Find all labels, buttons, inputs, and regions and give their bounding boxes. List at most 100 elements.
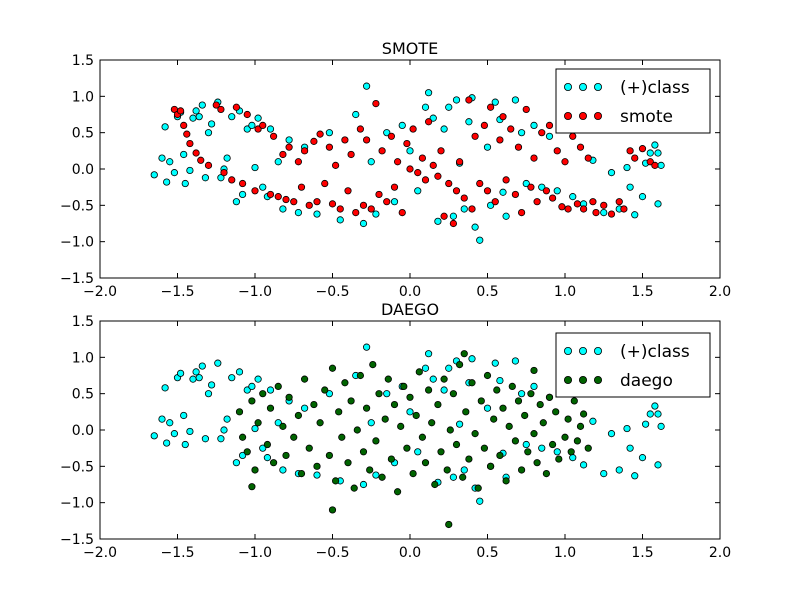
data-point xyxy=(180,150,188,159)
data-point xyxy=(530,366,538,375)
legend-label: daego xyxy=(620,371,673,391)
data-point xyxy=(400,382,408,390)
data-point xyxy=(445,179,453,188)
data-point xyxy=(538,129,546,137)
data-point xyxy=(646,149,654,157)
data-point xyxy=(638,145,647,153)
data-point xyxy=(491,98,499,106)
data-point xyxy=(429,375,437,383)
x-tick-label: −1.0 xyxy=(238,545,272,561)
data-point xyxy=(607,210,616,218)
data-point xyxy=(310,400,318,409)
data-point xyxy=(406,165,414,173)
data-point xyxy=(530,430,538,438)
data-point xyxy=(359,201,368,209)
data-point xyxy=(300,375,309,383)
data-point xyxy=(522,440,530,449)
data-point xyxy=(424,350,433,358)
data-point xyxy=(383,198,391,206)
data-point xyxy=(198,362,206,370)
data-point xyxy=(440,125,448,133)
data-point xyxy=(344,187,352,195)
data-point xyxy=(180,121,188,130)
data-point xyxy=(251,187,259,195)
data-point xyxy=(217,435,225,443)
data-point xyxy=(508,382,516,390)
data-point xyxy=(212,101,220,109)
data-point xyxy=(347,397,355,405)
data-point xyxy=(341,379,349,387)
data-point xyxy=(223,415,231,423)
data-point xyxy=(282,451,290,460)
data-point xyxy=(266,386,275,394)
data-point xyxy=(533,459,541,467)
data-point xyxy=(493,386,501,394)
data-point xyxy=(331,477,340,485)
x-tick-label: 2.0 xyxy=(709,284,731,300)
data-point xyxy=(316,130,324,138)
data-point xyxy=(170,169,178,177)
data-point xyxy=(449,390,457,398)
data-point xyxy=(347,150,355,159)
data-point xyxy=(414,448,422,456)
data-point xyxy=(166,158,174,166)
data-point xyxy=(220,169,228,177)
legend-marker xyxy=(579,112,588,121)
data-point xyxy=(274,158,282,166)
data-point xyxy=(406,408,414,416)
data-point xyxy=(445,520,453,529)
data-point xyxy=(239,190,247,199)
data-point xyxy=(483,187,492,195)
data-point xyxy=(445,364,453,372)
data-point xyxy=(362,404,371,412)
data-point xyxy=(321,386,329,394)
y-tick-label: 1.0 xyxy=(72,89,94,105)
data-point xyxy=(522,105,530,114)
data-point xyxy=(383,390,391,398)
data-point xyxy=(409,125,417,133)
data-point xyxy=(536,400,544,409)
data-point xyxy=(259,444,267,452)
data-point xyxy=(452,96,461,104)
data-point xyxy=(350,484,358,492)
y-tick-label: 0.0 xyxy=(72,162,94,178)
data-point xyxy=(511,190,520,199)
data-point xyxy=(352,209,360,217)
data-point xyxy=(499,404,507,412)
data-point xyxy=(459,473,467,481)
data-point xyxy=(186,427,194,436)
data-point xyxy=(208,381,216,389)
data-point xyxy=(468,379,476,387)
data-point xyxy=(204,129,213,137)
data-point xyxy=(424,89,433,97)
data-point xyxy=(539,419,547,427)
data-point xyxy=(552,408,560,416)
data-point xyxy=(471,223,479,231)
data-point xyxy=(243,448,251,456)
data-point xyxy=(576,143,585,151)
legend-box xyxy=(555,332,711,398)
data-point xyxy=(294,209,302,217)
data-point xyxy=(530,382,538,390)
data-point xyxy=(266,404,275,412)
series-synthetic xyxy=(170,96,659,228)
data-point xyxy=(290,198,298,206)
data-point xyxy=(384,375,392,383)
data-point xyxy=(305,201,313,209)
data-point xyxy=(305,444,313,452)
data-point xyxy=(434,172,442,180)
data-point xyxy=(406,393,414,401)
x-tick-label: 0.0 xyxy=(399,284,421,300)
data-point xyxy=(335,408,343,416)
y-tick-label: −0.5 xyxy=(60,459,94,475)
data-point xyxy=(180,411,188,420)
legend-marker xyxy=(564,112,573,121)
data-point xyxy=(403,139,411,148)
legend-box xyxy=(555,68,711,134)
data-point xyxy=(181,440,189,449)
data-point xyxy=(344,459,352,467)
data-point xyxy=(553,448,561,456)
data-point xyxy=(584,444,592,452)
y-tick-label: 1.5 xyxy=(72,314,94,330)
